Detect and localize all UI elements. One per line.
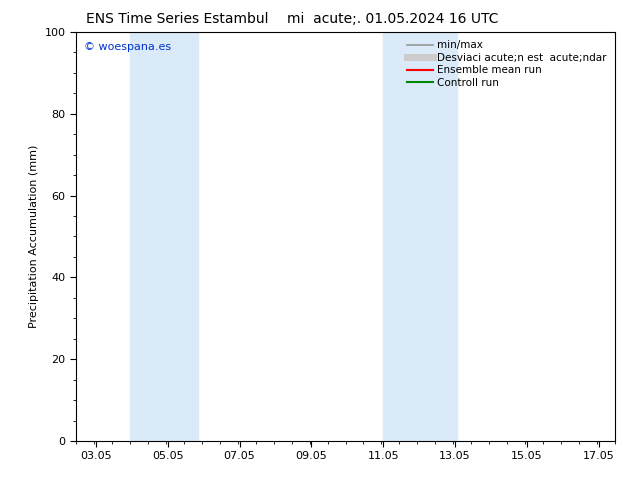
Y-axis label: Precipitation Accumulation (mm): Precipitation Accumulation (mm) — [29, 145, 39, 328]
Bar — [130, 32, 198, 441]
Text: mi  acute;. 01.05.2024 16 UTC: mi acute;. 01.05.2024 16 UTC — [287, 12, 499, 26]
Text: © woespana.es: © woespana.es — [84, 42, 171, 52]
Bar — [383, 32, 457, 441]
Text: ENS Time Series Estambul: ENS Time Series Estambul — [86, 12, 269, 26]
Legend: min/max, Desviaci acute;n est  acute;ndar, Ensemble mean run, Controll run: min/max, Desviaci acute;n est acute;ndar… — [404, 37, 610, 91]
